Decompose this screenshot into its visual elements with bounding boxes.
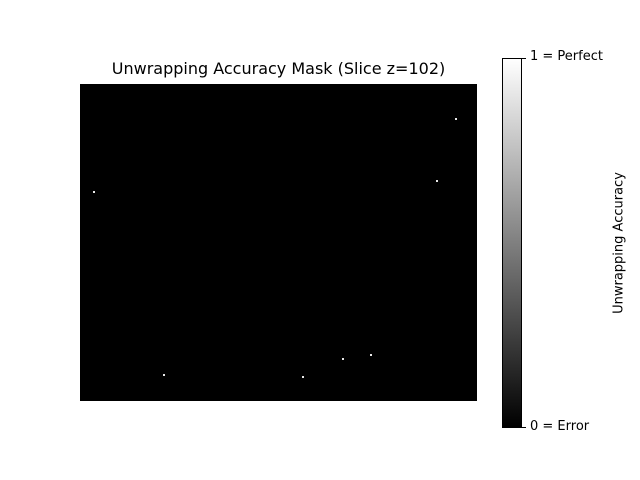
perfect-pixel-5 <box>370 354 372 356</box>
colorbar-tick-perfect <box>522 58 526 59</box>
accuracy-mask-image <box>80 84 477 401</box>
perfect-pixel-6 <box>436 180 438 182</box>
perfect-pixel-3 <box>302 376 304 378</box>
colorbar-gradient <box>502 58 522 428</box>
colorbar-label: Unwrapping Accuracy <box>611 172 627 314</box>
perfect-pixel-2 <box>163 374 165 376</box>
perfect-pixel-4 <box>342 358 344 360</box>
colorbar-tick-label-error: 0 = Error <box>530 419 590 434</box>
perfect-pixel-7 <box>455 118 457 120</box>
colorbar-tick-error <box>522 427 526 428</box>
colorbar-tick-label-perfect: 1 = Perfect <box>530 49 603 64</box>
chart-title: Unwrapping Accuracy Mask (Slice z=102) <box>111 59 446 78</box>
perfect-pixel-1 <box>93 191 95 193</box>
